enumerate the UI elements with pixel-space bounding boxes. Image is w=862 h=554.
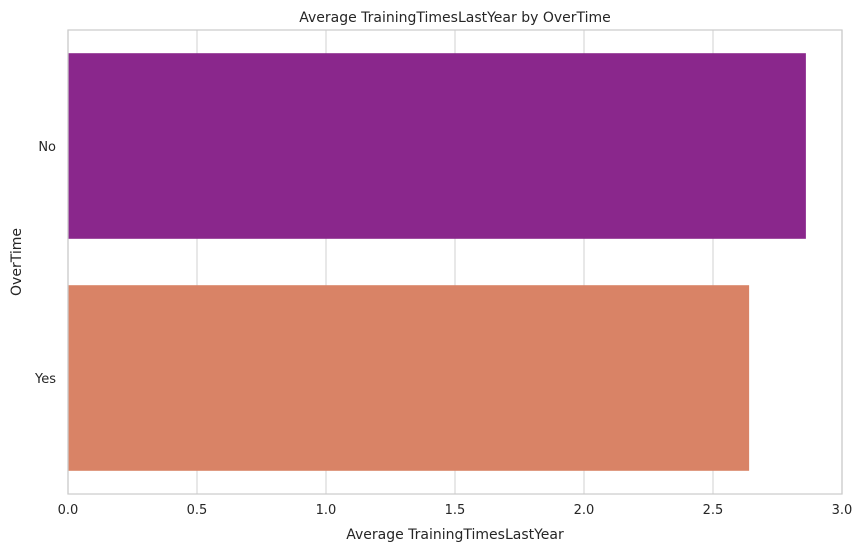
bars [68,53,806,471]
chart-title: Average TrainingTimesLastYear by OverTim… [299,10,611,26]
plot-frame [67,29,843,495]
x-tick-label: 1.5 [445,503,466,518]
x-tick-label: 3.0 [832,503,853,518]
x-tick-label: 1.0 [316,503,337,518]
y-axis-label: OverTime [9,228,25,296]
y-ticks: No Yes [34,140,56,387]
bar-yes [68,285,750,471]
y-tick-label: Yes [34,372,56,387]
x-axis-label: Average TrainingTimesLastYear [346,527,564,543]
x-tick-label: 0.0 [58,503,79,518]
x-tick-label: 2.0 [574,503,595,518]
x-tick-label: 2.5 [703,503,724,518]
y-tick-label: No [38,140,56,155]
bar-no [68,53,806,239]
x-tick-label: 0.5 [187,503,208,518]
x-ticks: 0.0 0.5 1.0 1.5 2.0 2.5 3.0 [58,503,853,518]
